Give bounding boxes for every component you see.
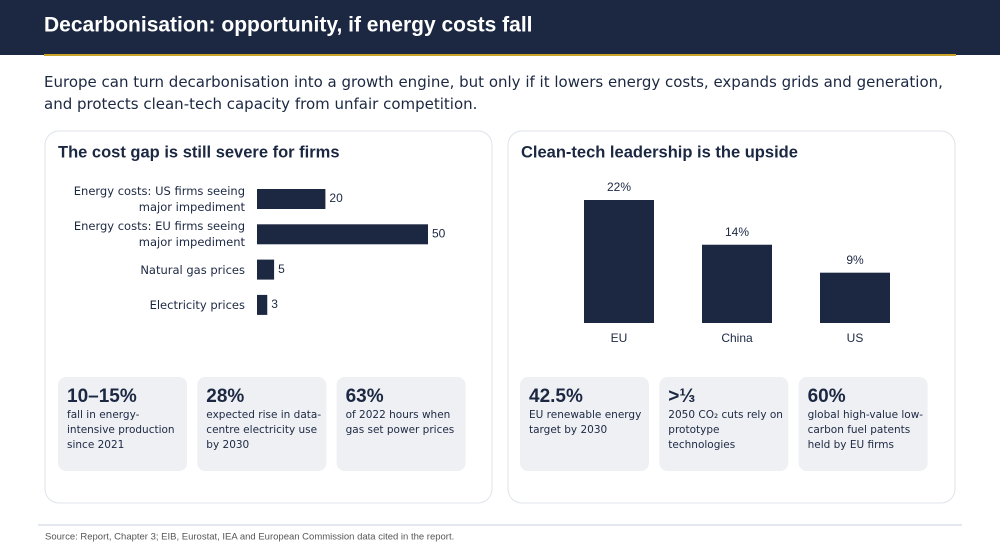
bar (257, 259, 275, 280)
stat-value: 60% (808, 386, 846, 407)
category-label: Natural gas prices (140, 262, 245, 277)
header-bar (0, 0, 1000, 55)
category-label: Electricity prices (149, 297, 245, 312)
category-label: Energy costs: EU firms seeing major impe… (73, 219, 245, 250)
bar (257, 189, 326, 209)
value-label: 9% (846, 253, 864, 267)
value-label: 50 (432, 226, 446, 240)
x-tick-label: EU (611, 331, 628, 345)
intro: Europe can turn decarbonisation into a g… (44, 73, 943, 113)
page-title: Decarbonisation: opportunity, if energy … (44, 14, 533, 37)
stat-value: >⅓ (668, 386, 695, 407)
bar (584, 200, 654, 323)
stat-card (336, 377, 466, 471)
category-label-box: Energy costs: US firms seeing major impe… (73, 184, 245, 214)
stat-value: 28% (206, 386, 244, 407)
bar (257, 224, 428, 245)
stat-text: fall in energy-intensive production sinc… (67, 409, 175, 451)
stat-text-box: EU renewable energy target by 2030 (529, 409, 642, 436)
x-tick-label: China (721, 331, 753, 345)
stat-text-box: of 2022 hours when gas set power prices (345, 409, 455, 436)
category-label-box: Energy costs: EU firms seeing major impe… (73, 219, 245, 250)
panel-title: Clean-tech leadership is the upside (521, 143, 798, 161)
category-label: Energy costs: US firms seeing major impe… (73, 184, 245, 214)
value-label: 5 (278, 262, 285, 276)
value-label: 20 (329, 191, 343, 205)
stat-card (520, 377, 649, 471)
stat-value: 10–15% (67, 386, 137, 407)
stat-value: 42.5% (529, 386, 583, 407)
stat-text: of 2022 hours when gas set power prices (345, 409, 455, 436)
value-label: 22% (607, 180, 631, 194)
stat-text-box: global high-value low-carbon fuel patent… (807, 409, 924, 451)
stat-card (58, 377, 187, 471)
value-label: 3 (271, 297, 278, 311)
stat-text: 2050 CO₂ cuts rely on prototype technolo… (668, 409, 783, 451)
stat-text-box: 2050 CO₂ cuts rely on prototype technolo… (668, 409, 783, 451)
stat-card (197, 377, 327, 471)
category-label-box: Electricity prices (149, 297, 245, 312)
value-label: 14% (725, 225, 749, 239)
category-label-box: Natural gas prices (140, 262, 245, 277)
stat-text: expected rise in data-centre electricity… (206, 409, 322, 451)
stat-card (659, 377, 789, 471)
x-tick-label: US (847, 331, 864, 345)
source: Source: Report, Chapter 3; EIB, Eurostat… (45, 532, 454, 543)
bar (820, 272, 890, 323)
bar (702, 244, 772, 323)
stat-text-box: fall in energy-intensive production sinc… (67, 409, 175, 451)
stat-card (798, 377, 928, 471)
stat-text-box: expected rise in data-centre electricity… (206, 409, 322, 451)
stat-value: 63% (346, 386, 384, 407)
stat-text: global high-value low-carbon fuel patent… (807, 409, 924, 451)
stat-text: EU renewable energy target by 2030 (529, 409, 642, 436)
bar (257, 294, 268, 315)
intro-box: Europe can turn decarbonisation into a g… (44, 73, 943, 113)
panel-title: The cost gap is still severe for firms (58, 143, 340, 161)
header-rule (44, 54, 956, 56)
